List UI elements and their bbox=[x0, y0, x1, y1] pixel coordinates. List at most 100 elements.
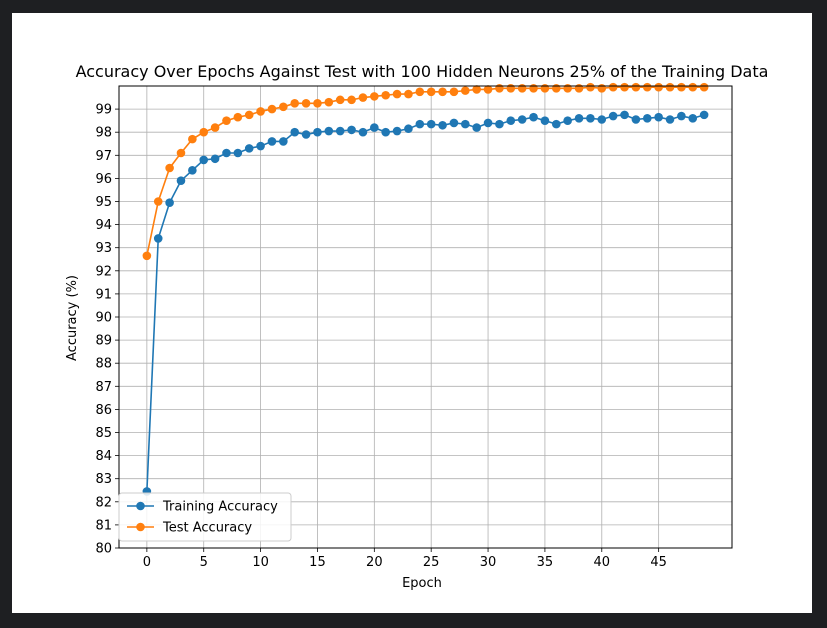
data-point bbox=[426, 87, 436, 97]
data-point bbox=[256, 141, 265, 151]
data-point bbox=[404, 89, 413, 99]
y-tick-label: 90 bbox=[95, 311, 112, 326]
data-point bbox=[563, 116, 572, 125]
data-point bbox=[176, 148, 186, 158]
data-point bbox=[688, 114, 698, 123]
data-point bbox=[210, 123, 220, 132]
y-tick-label: 81 bbox=[95, 518, 112, 533]
data-point bbox=[654, 112, 663, 122]
data-point bbox=[381, 90, 390, 100]
data-point bbox=[290, 99, 300, 108]
y-tick-label: 86 bbox=[95, 403, 112, 418]
y-tick-label: 82 bbox=[95, 495, 112, 510]
data-point bbox=[244, 110, 254, 120]
legend-label: Test Accuracy bbox=[162, 521, 252, 536]
legend: Training Accuracy Test Accuracy bbox=[118, 492, 292, 542]
x-tick-label: 10 bbox=[252, 555, 269, 570]
data-point bbox=[301, 130, 311, 139]
data-point bbox=[631, 115, 641, 124]
data-point bbox=[267, 104, 277, 114]
data-point bbox=[586, 114, 595, 123]
data-point bbox=[540, 84, 550, 93]
data-point bbox=[438, 87, 447, 97]
data-point bbox=[313, 127, 322, 137]
data-point bbox=[290, 127, 300, 137]
data-point bbox=[597, 115, 607, 124]
data-point bbox=[256, 107, 265, 116]
data-point bbox=[324, 97, 334, 107]
data-point bbox=[472, 123, 481, 132]
data-point bbox=[608, 111, 618, 121]
data-point bbox=[210, 154, 220, 164]
data-point bbox=[620, 82, 629, 92]
data-point bbox=[586, 82, 595, 92]
data-point bbox=[392, 89, 402, 99]
data-point bbox=[699, 110, 709, 120]
legend-label: Training Accuracy bbox=[162, 500, 278, 515]
y-tick-label: 95 bbox=[95, 195, 112, 210]
data-point bbox=[222, 148, 231, 158]
y-tick-label: 89 bbox=[95, 334, 112, 349]
data-point bbox=[665, 82, 675, 92]
data-point bbox=[347, 95, 356, 105]
chart-title: Accuracy Over Epochs Against Test with 1… bbox=[76, 62, 769, 81]
data-point bbox=[279, 137, 288, 146]
legend-entry: Test Accuracy bbox=[127, 521, 252, 536]
data-point bbox=[495, 84, 504, 93]
series-layer bbox=[142, 82, 709, 496]
x-tick-label: 0 bbox=[143, 555, 151, 570]
data-point bbox=[233, 148, 243, 158]
x-tick-label: 45 bbox=[650, 555, 667, 570]
accuracy-line-chart: Accuracy Over Epochs Against Test with 1… bbox=[65, 62, 769, 591]
gridlines bbox=[119, 86, 732, 549]
x-tick-label: 35 bbox=[537, 555, 554, 570]
data-point bbox=[426, 119, 436, 129]
data-point bbox=[529, 84, 538, 93]
data-point bbox=[142, 251, 152, 261]
x-axis-label: Epoch bbox=[402, 576, 442, 591]
data-point bbox=[279, 102, 288, 112]
data-point bbox=[267, 137, 277, 146]
data-point bbox=[506, 116, 516, 125]
data-point bbox=[563, 84, 572, 93]
data-point bbox=[461, 86, 470, 95]
legend-box bbox=[118, 492, 292, 542]
legend-marker bbox=[136, 501, 145, 511]
x-tick-label: 30 bbox=[480, 555, 497, 570]
data-point bbox=[574, 84, 584, 93]
y-tick-label: 91 bbox=[95, 287, 112, 302]
data-point bbox=[438, 120, 447, 130]
data-point bbox=[654, 82, 663, 92]
data-point bbox=[313, 99, 322, 108]
data-point bbox=[358, 127, 368, 137]
x-tick-label: 20 bbox=[366, 555, 383, 570]
y-axis-label: Accuracy (%) bbox=[65, 275, 80, 361]
series-training-accuracy bbox=[142, 110, 709, 496]
data-point bbox=[574, 114, 584, 123]
data-point bbox=[665, 115, 675, 124]
data-point bbox=[483, 118, 493, 128]
data-point bbox=[370, 92, 379, 101]
data-point bbox=[324, 126, 334, 136]
data-point bbox=[165, 198, 174, 207]
data-point bbox=[677, 111, 686, 121]
data-point bbox=[404, 124, 413, 134]
legend-marker bbox=[136, 522, 145, 532]
y-tick-label: 97 bbox=[95, 149, 112, 164]
y-tick-label: 83 bbox=[95, 472, 112, 487]
data-point bbox=[153, 197, 163, 206]
data-point bbox=[597, 84, 607, 93]
data-point bbox=[517, 84, 527, 93]
data-point bbox=[301, 99, 311, 108]
data-point bbox=[495, 119, 504, 129]
data-point bbox=[415, 119, 425, 129]
y-tick-label: 98 bbox=[95, 126, 112, 141]
data-point bbox=[506, 84, 516, 93]
data-point bbox=[199, 127, 209, 137]
data-point bbox=[677, 82, 686, 92]
data-point bbox=[642, 114, 652, 123]
data-point bbox=[199, 155, 209, 165]
legend-entry: Training Accuracy bbox=[127, 500, 278, 515]
y-axis-ticks: 80 81 82 83 84 85 86 87 88 89 90 91 92 93 94 95 96 97 98 99 bbox=[95, 103, 119, 557]
x-tick-label: 5 bbox=[200, 555, 208, 570]
